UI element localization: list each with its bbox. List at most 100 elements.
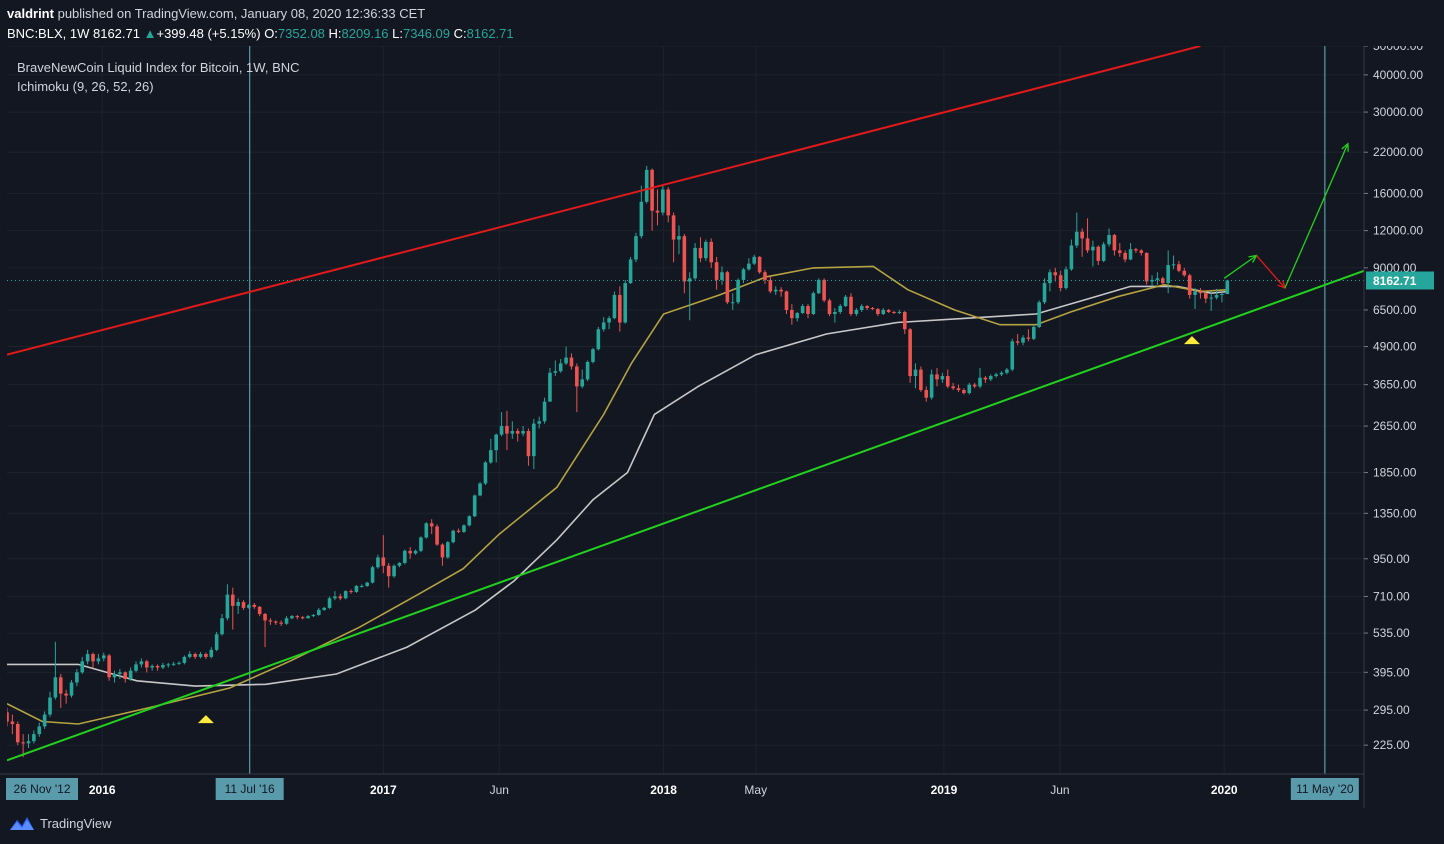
candle xyxy=(591,347,595,364)
candle-body xyxy=(300,617,305,619)
candle-body xyxy=(865,306,869,308)
candle xyxy=(919,366,923,392)
candle-body xyxy=(118,672,122,674)
candle-body xyxy=(806,306,810,315)
candle xyxy=(462,524,466,533)
x-tick-label: 2017 xyxy=(370,783,397,797)
candle xyxy=(263,612,267,648)
candle-body xyxy=(763,272,767,280)
candle-body xyxy=(902,311,907,330)
tradingview-logo[interactable]: TradingView xyxy=(8,814,112,832)
candle xyxy=(967,382,972,395)
candle xyxy=(1112,233,1117,256)
candle xyxy=(800,304,805,315)
candle xyxy=(698,237,703,263)
candle xyxy=(876,307,880,317)
candle-body xyxy=(849,296,853,315)
candle xyxy=(822,278,826,303)
candle xyxy=(80,656,85,674)
y-tick-label: 16000.00 xyxy=(1373,186,1423,200)
candle-body xyxy=(338,596,343,599)
candle-body xyxy=(607,318,611,323)
candle xyxy=(333,591,337,601)
candle-body xyxy=(795,312,800,319)
candle xyxy=(91,652,95,668)
candle xyxy=(171,661,176,666)
candle-body xyxy=(144,661,149,668)
candle xyxy=(284,616,289,625)
candle xyxy=(725,270,730,305)
resistance-trendline xyxy=(7,46,1201,356)
candle-body xyxy=(483,462,488,484)
candle xyxy=(26,734,31,749)
candle xyxy=(144,659,149,673)
candle-body xyxy=(1096,246,1101,261)
candle-body xyxy=(1187,275,1192,295)
candle-body xyxy=(327,598,332,608)
candle-body xyxy=(354,585,359,592)
candle-body xyxy=(994,374,998,377)
candle xyxy=(1203,291,1208,304)
candle-body xyxy=(1144,252,1149,282)
candle-body xyxy=(1112,235,1117,251)
candle xyxy=(795,311,800,322)
author-name[interactable]: valdrint xyxy=(7,6,54,21)
candle-body xyxy=(360,585,364,587)
candle-body xyxy=(1134,249,1138,251)
candle xyxy=(881,307,886,316)
candle-body xyxy=(370,567,375,583)
candle-body xyxy=(10,721,15,724)
x-tick-label: 2019 xyxy=(931,783,958,797)
last-price-badge xyxy=(1366,271,1434,290)
candle-body xyxy=(962,390,966,394)
candle-body xyxy=(15,723,20,743)
candle-body xyxy=(1150,279,1154,282)
candle xyxy=(101,652,106,662)
candle-body xyxy=(1069,245,1074,270)
candle xyxy=(526,428,531,466)
candle xyxy=(720,266,724,285)
candle xyxy=(757,256,762,274)
low-value: 7346.09 xyxy=(403,26,451,41)
candle xyxy=(1139,249,1144,256)
candle xyxy=(64,689,68,704)
candle-body xyxy=(209,649,214,657)
candle xyxy=(650,168,654,231)
candle-body xyxy=(290,616,294,619)
candle xyxy=(585,360,590,382)
x-tick-label: 2018 xyxy=(650,783,677,797)
candle-body xyxy=(96,658,101,662)
candle xyxy=(75,669,79,687)
candle xyxy=(892,310,896,315)
candle xyxy=(677,225,681,255)
candle xyxy=(424,522,429,539)
candle-body xyxy=(268,620,273,622)
y-tick-label: 9000.00 xyxy=(1373,261,1417,275)
candle xyxy=(972,382,977,389)
candle-body xyxy=(537,421,542,424)
candle xyxy=(161,662,165,670)
plot-area xyxy=(7,46,1364,774)
candle xyxy=(429,519,434,535)
candle xyxy=(1150,275,1154,287)
candle-body xyxy=(499,426,504,435)
candle xyxy=(505,410,509,451)
candle-body xyxy=(908,329,912,377)
candle xyxy=(1058,270,1063,292)
candle-body xyxy=(1166,265,1170,284)
candle-body xyxy=(413,550,418,554)
candle xyxy=(489,438,493,464)
candle xyxy=(290,615,294,620)
candle xyxy=(360,584,364,588)
candle-body xyxy=(1139,250,1144,253)
candle xyxy=(327,596,332,609)
candle xyxy=(596,326,601,351)
candle xyxy=(580,369,585,389)
candle xyxy=(1123,250,1127,263)
candle xyxy=(607,316,611,330)
candle xyxy=(139,658,144,668)
symbol-interval: BNC:BLX, 1W xyxy=(7,26,90,41)
candle-body xyxy=(532,423,536,457)
candle-body xyxy=(42,714,47,727)
